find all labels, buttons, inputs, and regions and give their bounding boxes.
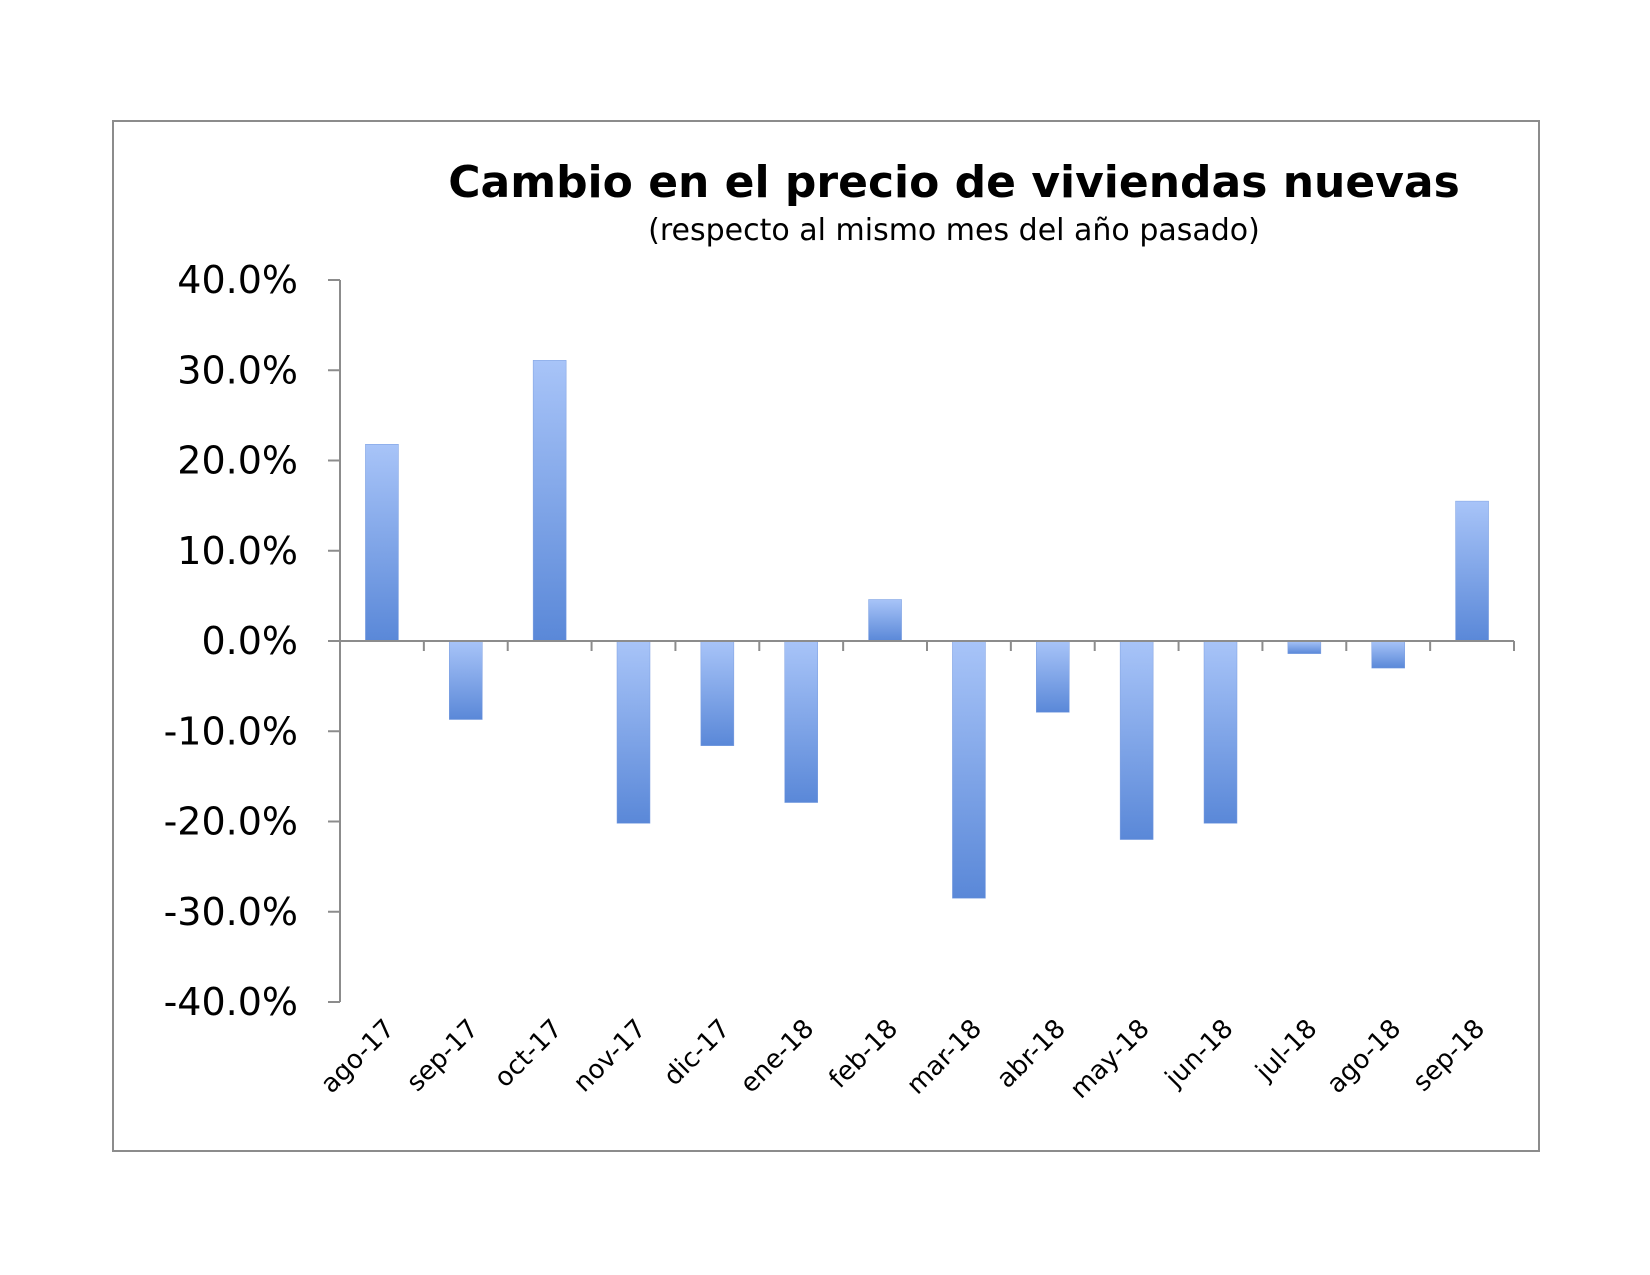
bar-feb-18 xyxy=(868,599,902,642)
bar-nov-17 xyxy=(616,640,651,824)
bar-dic-17 xyxy=(700,640,735,746)
chart-frame: Cambio en el precio de viviendas nuevas … xyxy=(112,120,1540,1152)
bar-ago-18 xyxy=(1371,640,1405,669)
y-tick-label: -40.0% xyxy=(164,980,298,1024)
x-tick-label: feb-18 xyxy=(823,1014,904,1095)
bar-mar-18 xyxy=(952,640,986,899)
bar-ene-18 xyxy=(784,640,818,803)
bar-ago-17 xyxy=(365,444,399,642)
x-tick-label: nov-17 xyxy=(568,1014,653,1099)
chart-subtitle: (respecto al mismo mes del año pasado) xyxy=(648,213,1260,248)
y-tick-label: -30.0% xyxy=(164,890,298,934)
bars xyxy=(365,360,1489,899)
chart-title: Cambio en el precio de viviendas nuevas xyxy=(448,157,1460,208)
x-tick-label: abr-18 xyxy=(991,1014,1072,1095)
bar-oct-17 xyxy=(532,360,567,642)
x-tick-label: ene-18 xyxy=(735,1014,821,1100)
bar-may-18 xyxy=(1119,640,1154,840)
bar-jun-18 xyxy=(1203,640,1238,824)
y-tick-label: 40.0% xyxy=(177,258,298,302)
x-tick-label: may-18 xyxy=(1065,1014,1156,1105)
y-axis: -40.0% -30.0% -20.0% -10.0% 0.0% 10.0% 20.0% 30… xyxy=(164,258,341,1024)
x-tick-label: dic-17 xyxy=(658,1014,736,1092)
x-tick-label: sep-17 xyxy=(401,1014,485,1098)
bar-jul-18 xyxy=(1287,640,1322,654)
y-tick-label: 10.0% xyxy=(177,529,298,573)
x-tick-label: jun-18 xyxy=(1159,1014,1239,1094)
x-tick-label: sep-18 xyxy=(1407,1014,1491,1098)
y-tick-label: 20.0% xyxy=(177,439,298,483)
x-tick-label: ago-18 xyxy=(1321,1014,1407,1100)
y-tick-label: -20.0% xyxy=(164,800,298,844)
x-tick-label: jul-18 xyxy=(1249,1014,1323,1088)
bar-chart: Cambio en el precio de viviendas nuevas … xyxy=(164,157,1515,1105)
bar-abr-18 xyxy=(1036,640,1070,713)
x-tick-label: ago-17 xyxy=(315,1014,401,1100)
y-tick-label: 30.0% xyxy=(177,348,298,392)
y-tick-label: -10.0% xyxy=(164,709,298,753)
bar-sep-17 xyxy=(449,640,483,720)
bar-sep-18 xyxy=(1455,500,1489,642)
x-tick-label: mar-18 xyxy=(901,1014,988,1101)
y-tick-label: 0.0% xyxy=(201,619,298,663)
x-tick-label: oct-17 xyxy=(489,1014,569,1094)
